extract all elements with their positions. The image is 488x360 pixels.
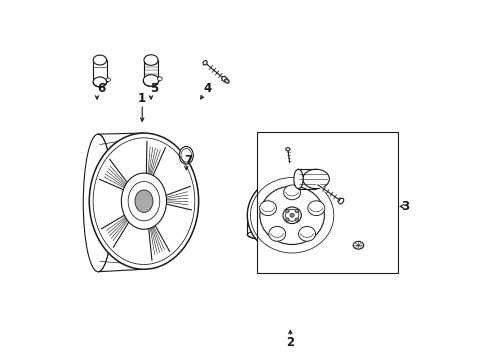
Ellipse shape xyxy=(285,209,298,221)
Text: 3: 3 xyxy=(400,200,408,213)
Ellipse shape xyxy=(294,218,298,221)
Text: 1: 1 xyxy=(138,93,146,105)
Ellipse shape xyxy=(93,77,106,87)
Ellipse shape xyxy=(285,148,289,151)
Ellipse shape xyxy=(121,173,166,229)
Ellipse shape xyxy=(128,181,160,221)
Ellipse shape xyxy=(302,169,329,189)
Ellipse shape xyxy=(157,77,162,81)
Ellipse shape xyxy=(307,201,324,216)
Ellipse shape xyxy=(89,133,198,269)
Ellipse shape xyxy=(143,55,158,65)
Text: 7: 7 xyxy=(183,154,192,167)
Ellipse shape xyxy=(221,76,227,82)
Ellipse shape xyxy=(203,60,207,65)
Ellipse shape xyxy=(293,169,303,189)
Ellipse shape xyxy=(268,226,285,241)
Ellipse shape xyxy=(283,185,300,200)
Ellipse shape xyxy=(83,134,113,272)
Text: 4: 4 xyxy=(203,82,211,95)
Ellipse shape xyxy=(247,175,336,256)
Ellipse shape xyxy=(294,210,298,213)
Text: 6: 6 xyxy=(97,82,105,95)
Ellipse shape xyxy=(143,75,159,86)
Ellipse shape xyxy=(352,242,363,249)
Bar xyxy=(256,132,397,274)
Ellipse shape xyxy=(135,190,153,212)
Ellipse shape xyxy=(338,198,343,204)
Ellipse shape xyxy=(247,228,336,242)
Text: 2: 2 xyxy=(285,336,294,349)
Ellipse shape xyxy=(106,78,110,82)
Text: 5: 5 xyxy=(150,82,158,95)
Ellipse shape xyxy=(259,201,276,216)
Ellipse shape xyxy=(285,218,288,221)
Ellipse shape xyxy=(289,213,294,217)
Ellipse shape xyxy=(283,207,301,224)
Ellipse shape xyxy=(285,210,288,213)
Ellipse shape xyxy=(224,79,229,83)
Ellipse shape xyxy=(179,147,193,164)
Ellipse shape xyxy=(93,55,106,65)
Ellipse shape xyxy=(298,226,315,241)
